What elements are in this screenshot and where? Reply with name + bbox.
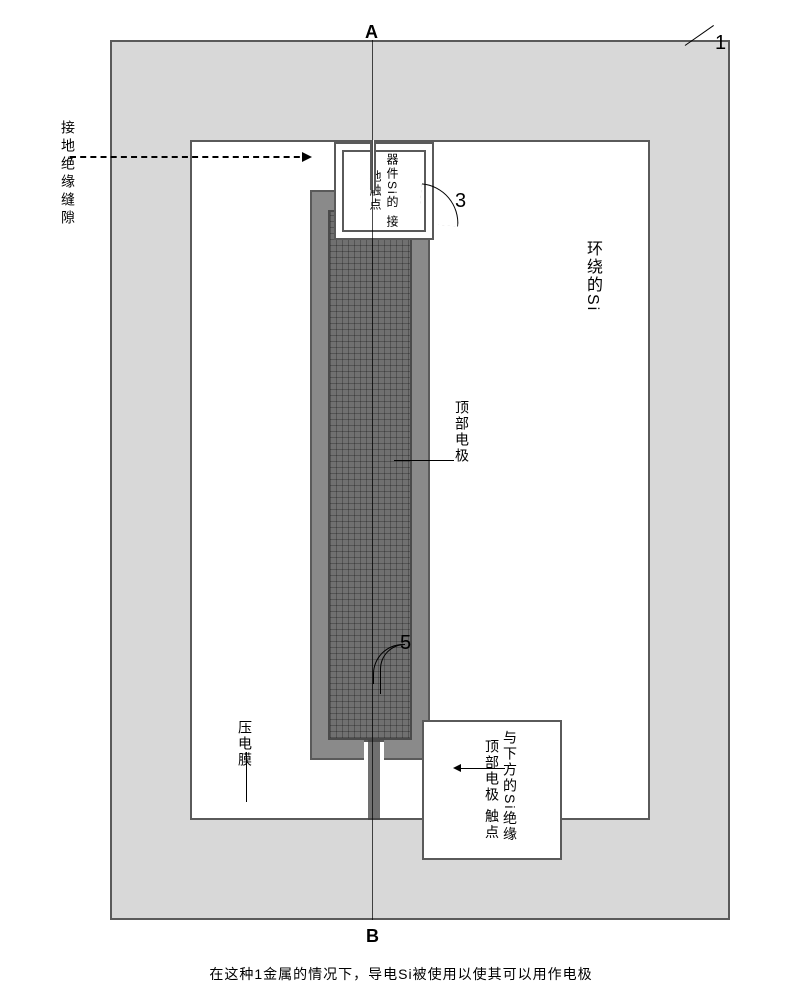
bottom-caption: 在这种1金属的情况下，导电Si被使用以使其可以用作电极 (0, 964, 802, 984)
arrow-insulation (455, 768, 505, 769)
top-electrode-contact-pad: 顶部电极 触点 (422, 720, 562, 860)
axis-label-a: A (365, 22, 380, 43)
label-insulation: 与下方的Si绝缘 (500, 730, 520, 842)
label-ground-gap: 接地绝缘缝隙 (58, 120, 78, 228)
leader-piezo (246, 752, 247, 802)
marker-1: 1 (715, 32, 728, 55)
marker-3: 3 (455, 190, 468, 213)
ground-contact-pad: 器件Si的 接地触点 (334, 142, 434, 240)
axis-line (372, 40, 373, 920)
connector-bottom-inner (368, 740, 380, 820)
diagram-container: 器件Si的 接地触点 顶部电极 触点 (110, 40, 730, 920)
dashed-arrow-ground (70, 156, 310, 158)
label-top-electrode: 顶部电极 (452, 400, 472, 464)
label-surround-si: 环绕的Si (580, 240, 604, 312)
top-contact-text: 顶部电极 触点 (482, 739, 502, 841)
ground-contact-label: 器件Si的 接地触点 (342, 150, 426, 232)
leader-top-electrode (394, 460, 454, 461)
axis-label-b: B (366, 926, 381, 947)
caption-text: 在这种1金属的情况下，导电Si被使用以使其可以用作电极 (209, 966, 592, 982)
connector-ground (370, 140, 376, 190)
label-piezo-film: 压电膜 (235, 720, 255, 768)
